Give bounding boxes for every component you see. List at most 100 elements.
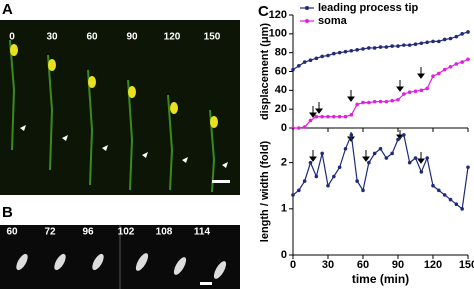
data-point [343, 114, 348, 119]
data-point [402, 43, 406, 47]
data-point [466, 165, 470, 170]
data-point [448, 197, 453, 202]
data-point [308, 58, 313, 62]
data-point [372, 99, 377, 104]
soma-spots [10, 44, 218, 128]
time-label: 150 [204, 32, 221, 43]
data-point [297, 126, 301, 130]
data-point [425, 156, 429, 160]
legend-label: soma [318, 15, 348, 27]
data-point [361, 188, 365, 193]
data-point [448, 64, 453, 69]
series-line [292, 132, 469, 210]
data-point [349, 133, 354, 137]
data-point [367, 46, 371, 50]
data-point [320, 151, 324, 156]
y-tick-label: 60 [275, 65, 287, 77]
data-point [361, 100, 365, 105]
data-point [355, 48, 359, 52]
data-point [454, 62, 459, 66]
y-axis-label: length / width (fold) [259, 140, 271, 242]
time-label: 114 [194, 227, 211, 238]
data-point [431, 74, 435, 79]
y-tick-label: 20 [275, 103, 287, 115]
data-point [302, 60, 307, 64]
data-point [390, 98, 394, 103]
data-point [372, 151, 377, 156]
series-line [292, 31, 469, 71]
legend-marker [305, 19, 309, 23]
data-point [384, 99, 389, 104]
time-label: 72 [44, 227, 56, 238]
scale-bar [200, 282, 212, 285]
data-point [396, 44, 400, 48]
x-tick-label: 150 [459, 259, 474, 271]
data-point [372, 46, 377, 50]
data-point [454, 34, 459, 39]
time-label: 90 [126, 32, 138, 43]
data-point [367, 160, 371, 165]
legend-label: leading process tip [318, 2, 419, 14]
data-point [460, 207, 464, 211]
data-point [355, 102, 359, 107]
data-point [413, 42, 418, 46]
arrowheads [20, 125, 228, 168]
data-point [460, 32, 464, 36]
data-point [396, 137, 400, 142]
time-label: 102 [118, 227, 135, 238]
panel-label: A [2, 1, 13, 18]
time-label: 108 [156, 227, 173, 238]
data-point [390, 44, 394, 48]
data-point [407, 90, 412, 95]
data-point [442, 37, 447, 42]
x-axis-label: time (min) [352, 272, 409, 286]
data-point [466, 57, 470, 62]
data-point [466, 30, 470, 34]
data-point [349, 113, 354, 117]
time-label: 0 [9, 32, 15, 43]
data-point [291, 67, 295, 72]
data-point [302, 125, 307, 129]
data-point [308, 118, 313, 123]
y-tick-label: 1 [281, 203, 287, 215]
data-point [419, 170, 424, 174]
data-point [355, 179, 359, 183]
data-point [378, 146, 383, 151]
data-point [402, 92, 406, 96]
data-point [384, 45, 389, 49]
data-point [361, 47, 365, 51]
y-tick-label: 80 [275, 47, 287, 59]
data-point [396, 97, 400, 102]
x-tick-label: 120 [424, 259, 442, 271]
panel-label: B [2, 204, 13, 221]
data-point [332, 174, 336, 179]
data-point [291, 193, 295, 197]
y-tick-label: 40 [275, 84, 287, 96]
time-label: 60 [86, 32, 98, 43]
data-point [431, 39, 435, 44]
data-point [384, 156, 389, 160]
data-point [337, 50, 342, 55]
data-point [419, 88, 424, 93]
data-point [407, 43, 412, 47]
data-point [320, 114, 324, 119]
time-label: 96 [82, 227, 94, 238]
data-point [308, 160, 313, 165]
data-point [431, 183, 435, 188]
data-point [419, 41, 424, 46]
data-point [407, 160, 412, 165]
data-point [343, 49, 348, 54]
data-point [425, 40, 429, 45]
data-point [442, 193, 447, 197]
data-point [437, 188, 441, 193]
data-point [378, 45, 383, 49]
legend-marker [305, 6, 309, 10]
data-point [390, 151, 394, 156]
data-point [297, 188, 301, 193]
data-point [402, 133, 406, 137]
data-point [326, 183, 330, 188]
x-tick-label: 30 [322, 259, 334, 271]
y-tick-label: 120 [269, 9, 287, 21]
y-tick-label: 100 [269, 28, 287, 40]
